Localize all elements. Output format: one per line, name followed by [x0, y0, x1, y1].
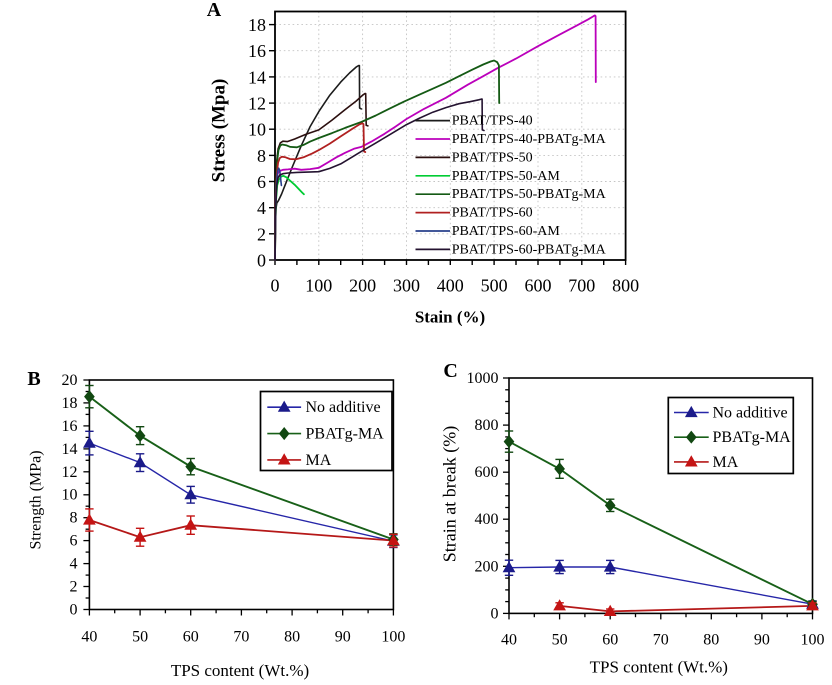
svg-text:200: 200	[349, 276, 376, 296]
svg-text:60: 60	[183, 629, 199, 646]
svg-text:16: 16	[62, 418, 78, 435]
svg-text:600: 600	[525, 276, 552, 296]
svg-text:600: 600	[475, 464, 499, 481]
svg-text:500: 500	[481, 276, 508, 296]
svg-text:16: 16	[248, 41, 266, 61]
svg-text:8: 8	[257, 146, 266, 166]
svg-text:TPS content (Wt.%): TPS content (Wt.%)	[590, 658, 728, 677]
svg-text:100: 100	[381, 629, 405, 646]
svg-text:PBAT/TPS-60: PBAT/TPS-60	[452, 206, 533, 221]
svg-text:PBAT/TPS-40-PBATg-MA: PBAT/TPS-40-PBATg-MA	[452, 132, 607, 147]
svg-text:800: 800	[612, 276, 639, 296]
svg-text:60: 60	[602, 632, 618, 649]
svg-text:90: 90	[335, 629, 351, 646]
svg-text:10: 10	[62, 487, 78, 504]
svg-text:18: 18	[248, 15, 266, 35]
svg-text:6: 6	[257, 172, 266, 192]
svg-text:18: 18	[62, 395, 78, 412]
svg-text:PBAT/TPS-60-AM: PBAT/TPS-60-AM	[452, 224, 561, 239]
svg-text:40: 40	[501, 632, 517, 649]
svg-text:70: 70	[653, 632, 669, 649]
svg-text:700: 700	[568, 276, 595, 296]
svg-text:1000: 1000	[467, 370, 499, 387]
svg-text:100: 100	[801, 632, 825, 649]
svg-text:Strain at break (%): Strain at break (%)	[440, 426, 461, 562]
svg-text:20: 20	[62, 372, 78, 389]
svg-text:0: 0	[257, 251, 266, 271]
svg-text:100: 100	[305, 276, 332, 296]
svg-text:40: 40	[81, 629, 97, 646]
svg-text:14: 14	[248, 67, 266, 87]
svg-text:4: 4	[257, 198, 266, 218]
svg-text:6: 6	[70, 533, 78, 550]
svg-text:0: 0	[491, 605, 499, 622]
svg-text:12: 12	[248, 94, 266, 114]
svg-text:400: 400	[437, 276, 464, 296]
svg-text:400: 400	[475, 511, 499, 528]
svg-text:50: 50	[132, 629, 148, 646]
svg-text:C: C	[443, 360, 457, 382]
svg-text:PBAT/TPS-40: PBAT/TPS-40	[452, 114, 533, 129]
svg-text:PBATg-MA: PBATg-MA	[306, 426, 385, 443]
svg-text:90: 90	[754, 632, 770, 649]
svg-text:PBAT/TPS-50-AM: PBAT/TPS-50-AM	[452, 169, 561, 184]
svg-text:B: B	[27, 368, 40, 390]
svg-text:Stress (Mpa): Stress (Mpa)	[209, 79, 230, 183]
svg-text:10: 10	[248, 120, 266, 140]
svg-text:12: 12	[62, 464, 78, 481]
svg-text:800: 800	[475, 417, 499, 434]
svg-text:MA: MA	[713, 454, 739, 471]
svg-text:PBAT/TPS-50-PBATg-MA: PBAT/TPS-50-PBATg-MA	[452, 187, 607, 202]
svg-text:PBAT/TPS-50: PBAT/TPS-50	[452, 150, 533, 165]
svg-text:PBAT/TPS-60-PBATg-MA: PBAT/TPS-60-PBATg-MA	[452, 242, 607, 257]
svg-text:50: 50	[552, 632, 568, 649]
svg-text:Stain (%): Stain (%)	[415, 308, 485, 327]
svg-text:4: 4	[70, 556, 78, 573]
svg-text:A: A	[207, 0, 222, 21]
svg-text:0: 0	[271, 276, 280, 296]
svg-text:300: 300	[393, 276, 420, 296]
svg-text:TPS content (Wt.%): TPS content (Wt.%)	[171, 661, 309, 680]
svg-text:MA: MA	[306, 452, 332, 469]
svg-text:8: 8	[70, 510, 78, 527]
svg-text:No additive: No additive	[306, 399, 381, 416]
svg-text:0: 0	[70, 602, 78, 619]
svg-text:80: 80	[284, 629, 300, 646]
svg-text:80: 80	[703, 632, 719, 649]
svg-text:Strength (MPa): Strength (MPa)	[28, 450, 45, 549]
svg-text:70: 70	[233, 629, 249, 646]
svg-text:200: 200	[475, 558, 499, 575]
svg-text:14: 14	[62, 441, 78, 458]
svg-text:No additive: No additive	[713, 405, 788, 422]
svg-text:2: 2	[257, 224, 266, 244]
svg-text:2: 2	[70, 579, 78, 596]
svg-text:PBATg-MA: PBATg-MA	[713, 429, 792, 446]
